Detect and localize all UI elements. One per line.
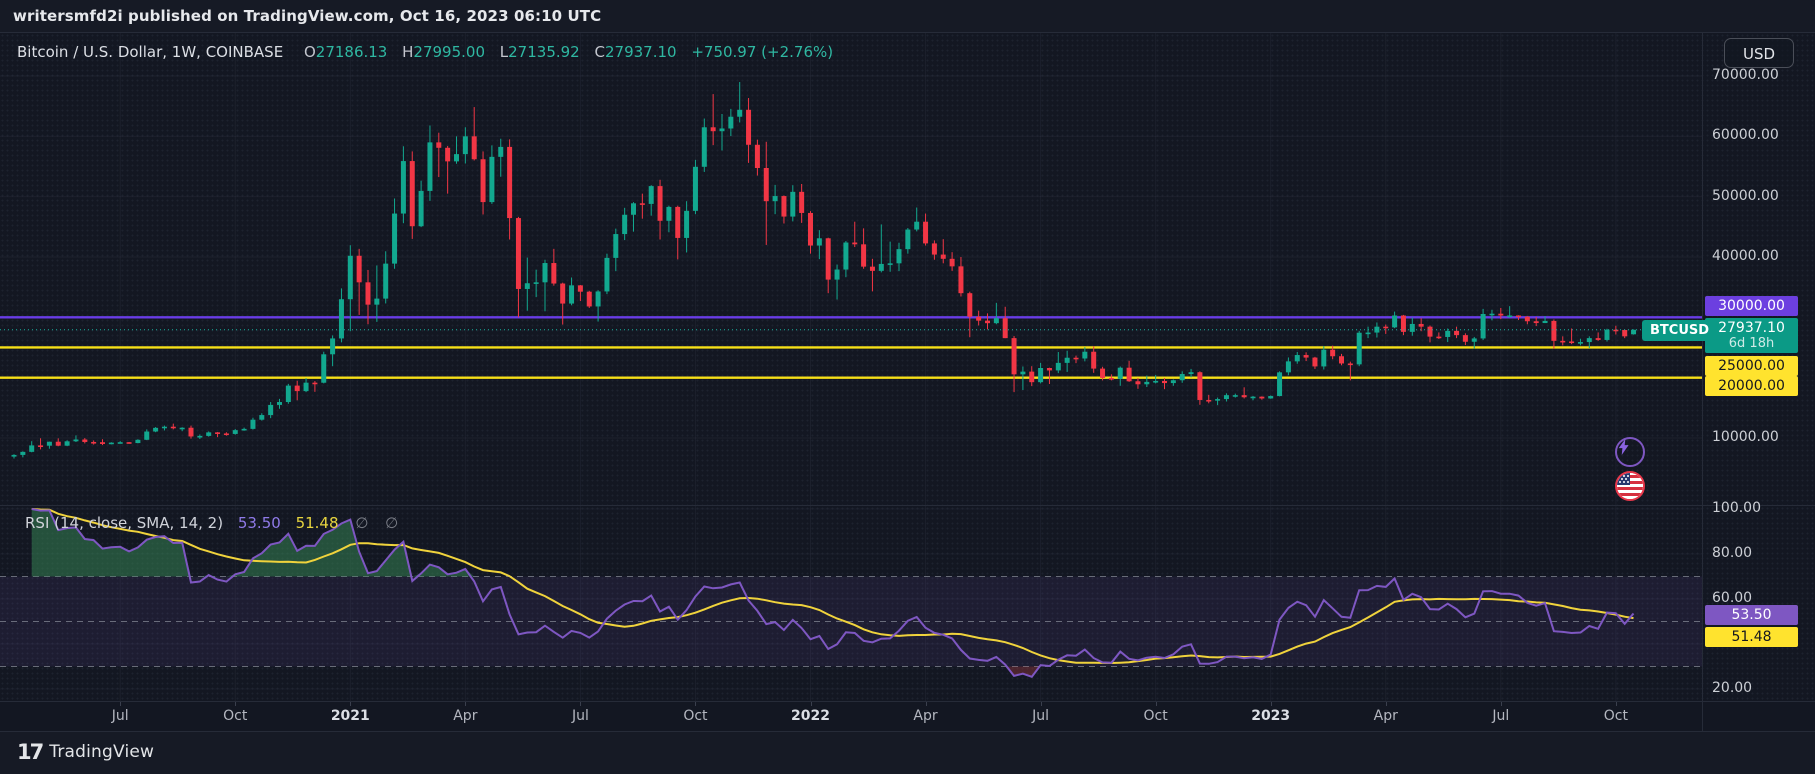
time-tick-mark (1155, 702, 1157, 706)
time-tick-mark (235, 702, 237, 706)
time-tick-mark (350, 702, 352, 706)
rsi-title: RSI (14, close, SMA, 14, 2) (25, 514, 224, 532)
symbol-title: Bitcoin / U.S. Dollar, 1W, COINBASE (17, 43, 284, 61)
time-tick-2022[interactable]: 2022 (791, 708, 830, 724)
publish-info-text: writersmfd2i published on TradingView.co… (13, 7, 602, 25)
level-30000-badge: 30000.00 (1705, 296, 1798, 316)
hide-sma-icon[interactable]: ∅ (385, 514, 399, 532)
low-label: L (499, 43, 509, 61)
time-tick-apr[interactable]: Apr (453, 708, 478, 724)
time-tick-jul[interactable]: Jul (1032, 708, 1050, 724)
time-tick-oct[interactable]: Oct (1143, 708, 1168, 724)
axis-separator (1702, 33, 1703, 731)
time-tick-mark (1040, 702, 1042, 706)
time-tick-mark (1615, 702, 1617, 706)
tradingview-logo-mark: 17 (17, 740, 44, 764)
rsi-header: RSI (14, close, SMA, 14, 2) 53.50 51.48 … (25, 514, 398, 532)
time-tick-mark (810, 702, 812, 706)
tradingview-logo-text: TradingView (49, 742, 155, 762)
axis-label: 70000.00 (1712, 67, 1779, 83)
time-tick-mark (580, 702, 582, 706)
time-tick-oct[interactable]: Oct (223, 708, 248, 724)
axis-label: 60000.00 (1712, 127, 1779, 143)
bottom-bar: 17 TradingView (0, 731, 1815, 774)
axis-label: 20.00 (1712, 680, 1753, 696)
open-label: O (303, 43, 316, 61)
time-tick-2023[interactable]: 2023 (1251, 708, 1291, 724)
axis-label: 80.00 (1712, 545, 1753, 561)
high-label: H (402, 43, 414, 61)
currency-toggle-button[interactable]: USD (1724, 38, 1794, 68)
symbol-header: Bitcoin / U.S. Dollar, 1W, COINBASE O271… (17, 43, 833, 61)
time-tick-mark (465, 702, 467, 706)
low-value: 27135.92 (508, 43, 580, 61)
time-tick-mark (925, 702, 927, 706)
us-flag-glyph (1617, 473, 1643, 499)
lightning-icon[interactable] (1615, 437, 1645, 467)
close-value: 27937.10 (604, 43, 677, 61)
candlestick-plot[interactable] (0, 33, 1702, 505)
change-value: +750.97 (+2.76%) (691, 43, 834, 61)
rsi-value-badge: 53.50 (1705, 605, 1798, 625)
time-tick-jul[interactable]: Jul (571, 708, 589, 724)
publish-info-bar: writersmfd2i published on TradingView.co… (0, 0, 1815, 33)
time-tick-mark (1500, 702, 1502, 706)
time-tick-oct[interactable]: Oct (683, 708, 708, 724)
current-price-badge: 27937.10 6d 18h (1705, 318, 1798, 353)
high-value: 27995.00 (413, 43, 485, 61)
level-25000-badge: 25000.00 (1705, 356, 1798, 376)
axis-label: 10000.00 (1712, 429, 1779, 445)
time-tick-2021[interactable]: 2021 (330, 708, 370, 724)
time-axis[interactable]: Jul Oct 2021 Apr Jul Oct 2022 Apr Jul Oct 2023 Apr J… (0, 701, 1815, 731)
time-tick-mark (1270, 702, 1272, 706)
close-label: C (594, 43, 605, 61)
time-tick-apr[interactable]: Apr (913, 708, 938, 724)
price-pane[interactable]: Bitcoin / U.S. Dollar, 1W, COINBASE O271… (0, 33, 1815, 505)
rsi-value: 53.50 (237, 514, 281, 532)
axis-label: 100.00 (1712, 500, 1761, 516)
rsi-plot[interactable] (0, 506, 1702, 702)
symbol-price-label: BTCUSD (1642, 320, 1718, 341)
rsi-pane[interactable]: RSI (14, close, SMA, 14, 2) 53.50 51.48 … (0, 500, 1815, 702)
tradingview-logo[interactable]: 17 TradingView (17, 740, 154, 764)
rsi-sma-badge: 51.48 (1705, 627, 1798, 647)
us-flag-icon[interactable] (1615, 471, 1645, 501)
time-tick-mark (1385, 702, 1387, 706)
level-20000-badge: 20000.00 (1705, 376, 1798, 396)
lightning-glyph (1618, 439, 1629, 455)
time-tick-jul[interactable]: Jul (1492, 708, 1510, 724)
axis-label: 40000.00 (1712, 248, 1779, 264)
axis-label: 60.00 (1712, 590, 1753, 606)
open-value: 27186.13 (315, 43, 388, 61)
rsi-sma-value: 51.48 (295, 514, 339, 532)
time-tick-jul[interactable]: Jul (111, 708, 129, 724)
hide-rsi-icon[interactable]: ∅ (355, 514, 369, 532)
time-tick-oct[interactable]: Oct (1603, 708, 1628, 724)
time-tick-mark (120, 702, 122, 706)
time-tick-mark (695, 702, 697, 706)
axis-label: 50000.00 (1712, 188, 1779, 204)
time-tick-apr[interactable]: Apr (1373, 708, 1398, 724)
